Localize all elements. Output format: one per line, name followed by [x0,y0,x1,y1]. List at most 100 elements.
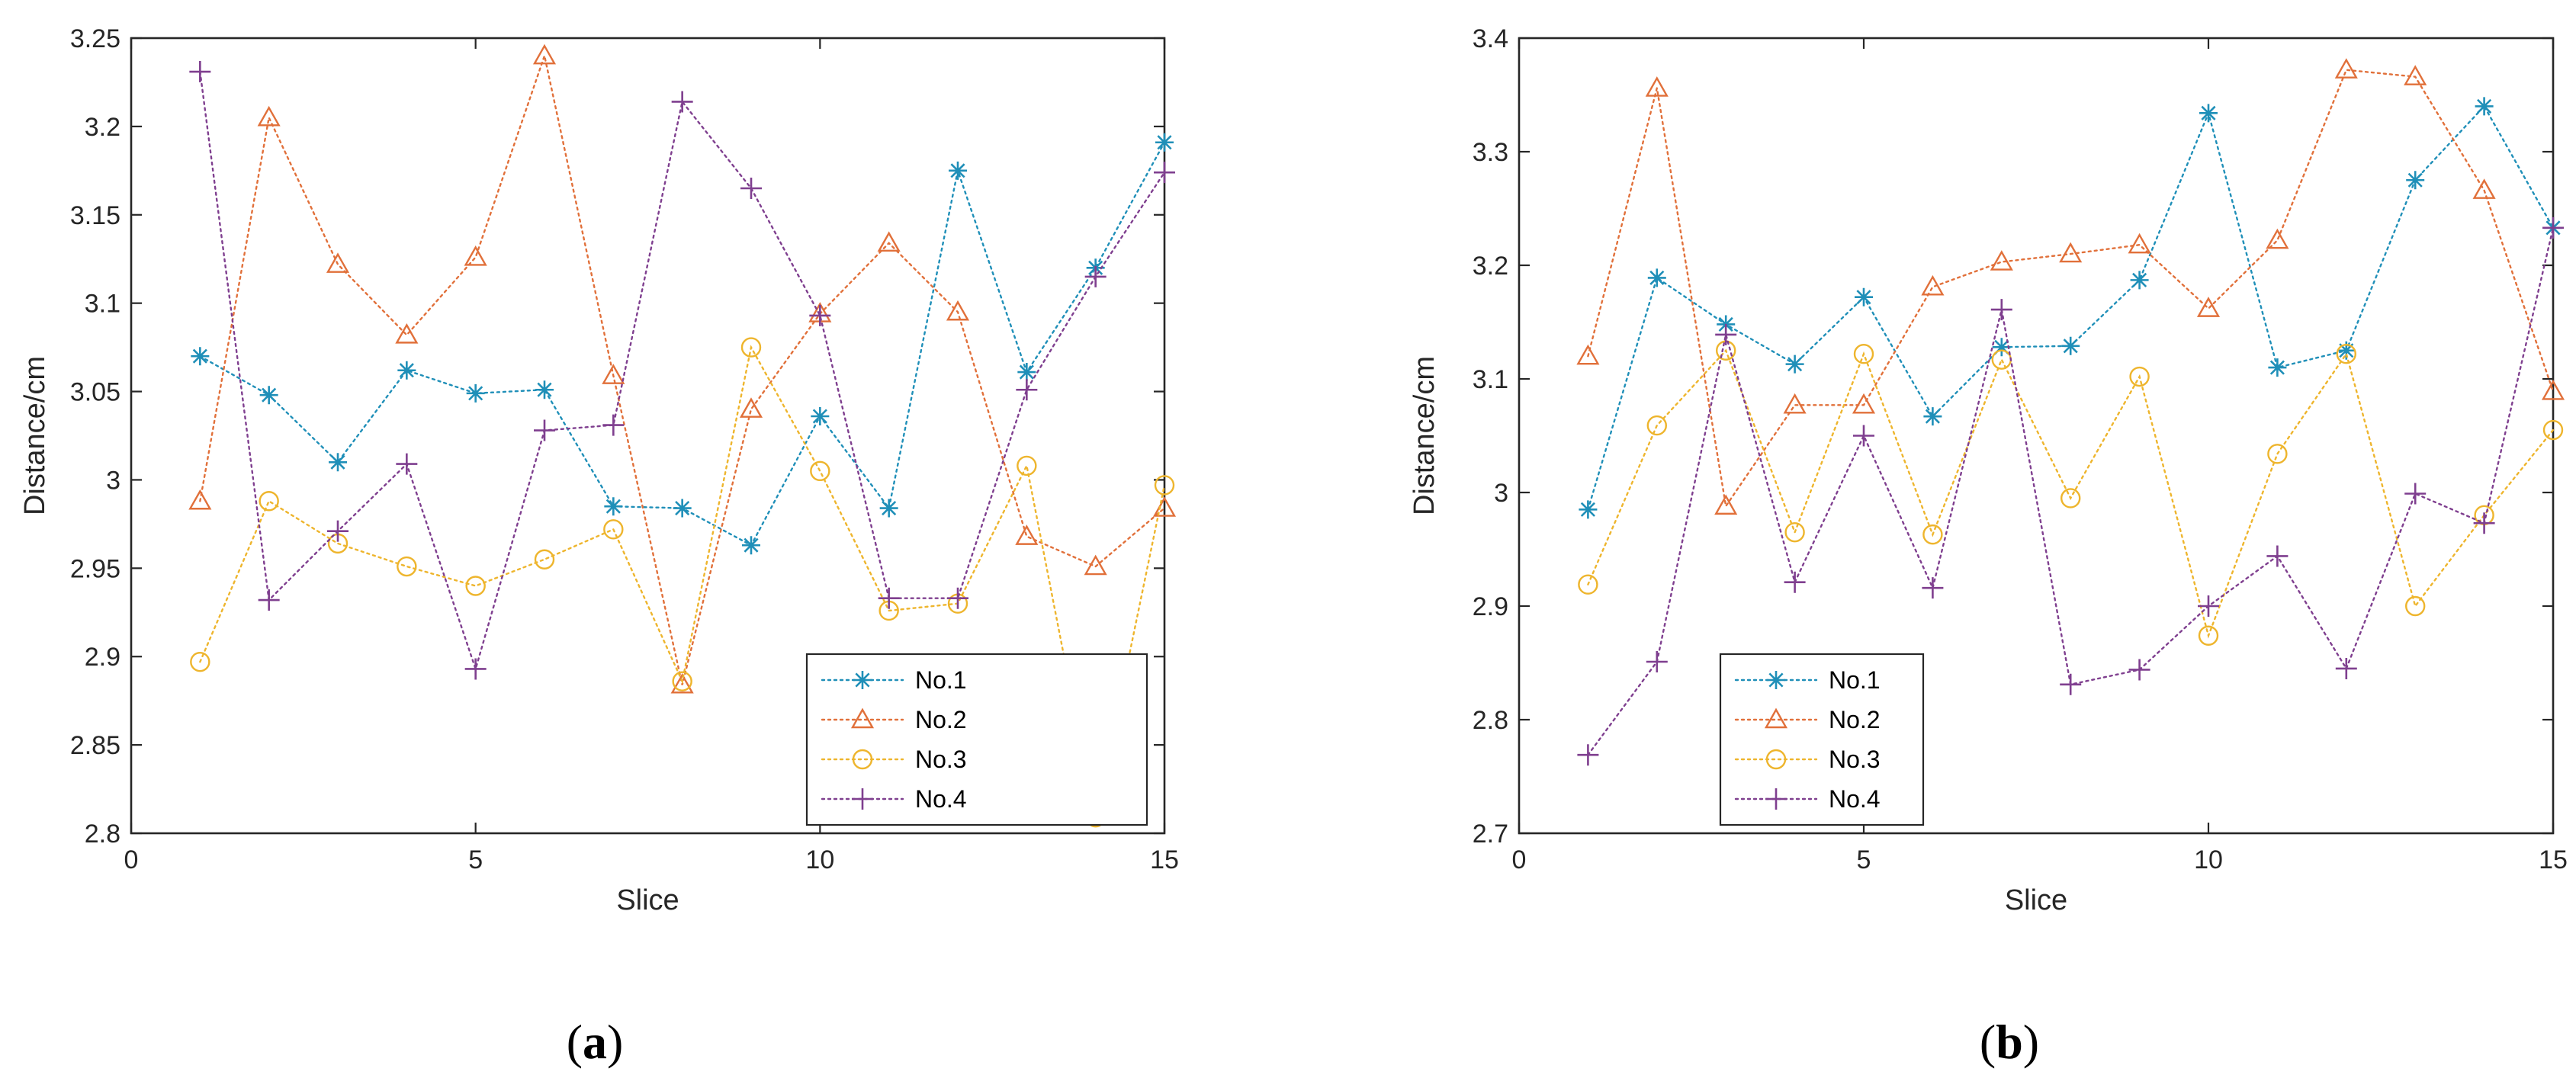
legend-label: No.4 [1829,785,1881,813]
data-point-circle [534,549,555,569]
data-point-asterisk [1155,133,1174,152]
data-point-plus [2198,595,2219,617]
data-point-plus [2473,512,2495,534]
x-axis-label: Slice [616,884,679,916]
caption-open-paren: ( [567,1015,583,1069]
data-point-asterisk [535,380,554,399]
y-tick-label: 2.7 [1473,820,1508,849]
y-tick-label: 2.8 [85,820,120,849]
data-point-plus [2266,545,2289,567]
legend-marker-circle [852,749,873,770]
data-point-circle [1784,521,1805,543]
data-point-asterisk [259,386,278,405]
data-point-circle [2404,595,2426,617]
x-tick-label: 5 [468,845,483,874]
plot-area [1518,37,2555,835]
data-point-asterisk [673,499,692,518]
data-point-circle [1646,415,1668,436]
legend-marker-triangle [850,707,875,729]
data-point-circle [397,556,417,577]
data-point-plus [258,589,280,611]
data-point-asterisk [1647,268,1666,287]
x-tick-label: 10 [805,845,834,874]
data-point-plus [1853,425,1874,447]
legend-box [805,653,1148,826]
data-point-triangle [877,231,901,252]
legend: No.1 No.2 No.3 No.4 [1719,653,1925,826]
data-point-plus [534,419,555,441]
data-point-triangle [1921,274,1945,296]
data-point-asterisk [2130,271,2149,290]
plot-area [130,37,1166,835]
y-tick-label: 3.4 [1473,24,1508,53]
data-point-plus [1577,744,1599,766]
data-point-circle [1154,475,1175,496]
y-axis-label: Distance/cm [1408,356,1441,515]
y-tick-label: 2.8 [1473,706,1508,735]
legend-marker-circle [1765,749,1787,770]
data-point-triangle [1990,250,2013,271]
data-point-triangle [1576,344,1600,365]
data-point-plus [1084,265,1107,287]
series-line [199,345,1166,818]
data-point-triangle [739,397,763,418]
y-tick-label: 3.2 [85,113,120,142]
data-point-asterisk [2268,358,2287,377]
data-point-plus [1154,162,1175,184]
data-point-triangle [532,43,557,65]
data-point-triangle [2266,228,2289,249]
series-line [199,141,1166,547]
data-point-circle [465,576,486,596]
x-tick-label: 15 [1150,845,1179,874]
data-point-asterisk [2199,104,2218,123]
x-tick-label: 0 [124,845,139,874]
data-point-circle [2542,419,2564,441]
data-point-plus [2542,217,2564,239]
data-point-circle [2060,488,2081,509]
chart-panel-a: 0 5 10 15 2.8 2.85 2.9 2.95 3 3.05 3.1 3.15 3.2 3.25 S… [19,24,1179,1069]
series-line [1587,104,2555,511]
data-point-plus [1784,571,1806,593]
data-point-circle [2129,366,2150,387]
data-point-asterisk [1579,500,1598,519]
data-point-asterisk [1855,287,1873,306]
x-axis-label: Slice [2005,884,2067,916]
y-tick-label: 2.85 [70,731,120,760]
legend-marker-triangle [1764,707,1788,729]
data-point-plus [947,587,968,609]
data-point-asterisk [949,161,967,180]
legend-label: No.2 [915,706,967,733]
data-point-circle [2198,625,2219,646]
legend-label: No.4 [915,785,967,813]
data-point-circle [1853,344,1874,364]
legend-marker-plus [1765,788,1787,810]
y-tick-label: 3.05 [70,378,120,407]
y-tick-label: 3.3 [1473,138,1508,167]
y-tick-label: 2.9 [1473,592,1508,621]
caption-letter: a [583,1015,607,1069]
chart-panel-b: 0 5 10 15 2.7 2.8 2.9 3 3.1 3.2 3.3 3.4 Slice Distanc… [1408,24,2568,1069]
series-no1 [191,133,1174,555]
data-point-circle [2267,444,2288,464]
data-point-triangle [188,489,212,510]
series-line [199,52,1166,685]
y-tick-label: 3 [1494,479,1508,508]
legend-label: No.3 [1829,746,1881,773]
data-point-plus [1715,323,1737,345]
caption-letter: b [1996,1015,2023,1069]
data-point-circle [1922,524,1943,545]
data-point-triangle [2059,242,2083,263]
caption-open-paren: ( [1980,1015,1996,1069]
data-point-asterisk [879,499,898,518]
legend-marker-asterisk [853,671,872,689]
data-point-asterisk [397,361,416,380]
y-tick-label: 2.95 [70,554,120,583]
data-point-triangle [602,364,625,384]
data-point-plus [2060,673,2082,695]
data-point-asterisk [2061,336,2080,355]
legend: No.1 No.2 No.3 No.4 [805,653,1148,826]
data-point-asterisk [2475,97,2494,116]
data-point-plus [1922,577,1944,599]
data-point-asterisk [191,347,210,366]
